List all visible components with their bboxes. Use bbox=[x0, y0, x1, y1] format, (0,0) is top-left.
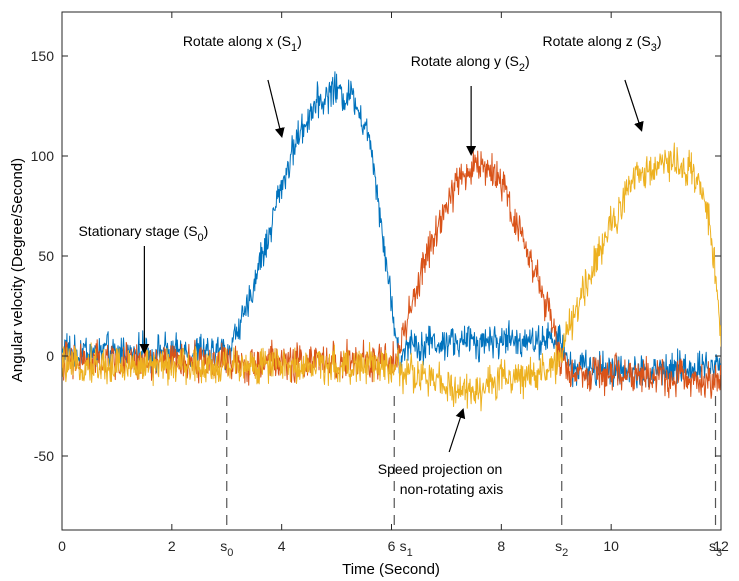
x-tick-label-2: 4 bbox=[278, 538, 286, 554]
y-axis-label: Angular velocity (Degree/Second) bbox=[9, 158, 26, 382]
x-tick-label-3: 6 bbox=[388, 538, 396, 554]
annotation-rotate-y: Rotate along y (S2) bbox=[411, 53, 530, 74]
y-tick-label-2: 50 bbox=[38, 248, 54, 264]
stage-divider-label-3-text: s bbox=[709, 538, 716, 554]
annotation-rotate-z-subscript: 3 bbox=[651, 42, 657, 54]
annotation-layer: Rotate along x (S1)Rotate along y (S2)Ro… bbox=[78, 33, 661, 497]
annotation-rotate-z: Rotate along z (S3) bbox=[543, 33, 662, 54]
x-tick-label-1: 2 bbox=[168, 538, 176, 554]
stage-divider-label-2-subscript: 2 bbox=[562, 547, 568, 559]
annotation-rotate-x: Rotate along x (S1) bbox=[183, 33, 302, 54]
y-tick-label-1: 0 bbox=[46, 348, 54, 364]
stage-divider-label-1-text: s bbox=[400, 538, 407, 554]
x-tick-label-5: 10 bbox=[603, 538, 619, 554]
x-axis-label: Time (Second) bbox=[342, 561, 440, 578]
annotation-stationary-suffix: ) bbox=[204, 223, 209, 239]
stage-divider-label-3-subscript: 3 bbox=[716, 547, 722, 559]
annotation-rotate-x-suffix: ) bbox=[297, 33, 302, 49]
y-tick-label-0: -50 bbox=[34, 448, 54, 464]
x-tick-label-0: 0 bbox=[58, 538, 66, 554]
annotation-rotate-y-suffix: ) bbox=[525, 53, 530, 69]
vertical-marker-layer: s0 s1 s2 s3 bbox=[220, 396, 722, 559]
annotation-rotate-z-text: Rotate along z (S bbox=[543, 33, 651, 49]
stage-divider-label-3: s3 bbox=[709, 538, 722, 559]
annotation-stationary: Stationary stage (S0) bbox=[78, 223, 208, 244]
annotation-rotate-y-subscript: 2 bbox=[519, 62, 525, 74]
annotation-arrow-rotate-z bbox=[624, 79, 644, 132]
annotation-stationary-subscript: 0 bbox=[198, 232, 204, 244]
stage-divider-label-2-text: s bbox=[555, 538, 562, 554]
annotation-projection-line2: non-rotating axis bbox=[400, 481, 504, 497]
x-tick-label-4: 8 bbox=[497, 538, 505, 554]
annotation-rotate-x-text: Rotate along x (S bbox=[183, 33, 291, 49]
annotation-arrow-projection bbox=[448, 408, 466, 453]
annotation-arrow-rotate-x bbox=[267, 79, 285, 138]
annotation-stationary-text: Stationary stage (S bbox=[78, 223, 197, 239]
annotation-projection-line1: Speed projection on bbox=[378, 461, 503, 477]
y-tick-label-3: 100 bbox=[31, 148, 55, 164]
plot-frame bbox=[61, 11, 722, 531]
annotation-rotate-z-suffix: ) bbox=[657, 33, 662, 49]
stage-divider-label-0: s0 bbox=[220, 538, 233, 559]
annotation-rotate-x-subscript: 1 bbox=[291, 42, 297, 54]
annotation-rotate-y-text: Rotate along y (S bbox=[411, 53, 519, 69]
series-line-2 bbox=[62, 142, 721, 412]
annotation-projection: Speed projection on non-rotating axis bbox=[378, 461, 504, 497]
series-line-1 bbox=[62, 150, 721, 399]
x-tick-label-6: 12 bbox=[713, 538, 729, 554]
stage-divider-label-0-subscript: 0 bbox=[227, 547, 233, 559]
y-tick-label-4: 150 bbox=[31, 48, 55, 64]
stage-divider-label-1: s1 bbox=[400, 538, 413, 559]
stage-divider-label-0-text: s bbox=[220, 538, 227, 554]
series-layer bbox=[62, 71, 721, 412]
stage-divider-label-2: s2 bbox=[555, 538, 568, 559]
stage-divider-label-1-subscript: 1 bbox=[407, 547, 413, 559]
